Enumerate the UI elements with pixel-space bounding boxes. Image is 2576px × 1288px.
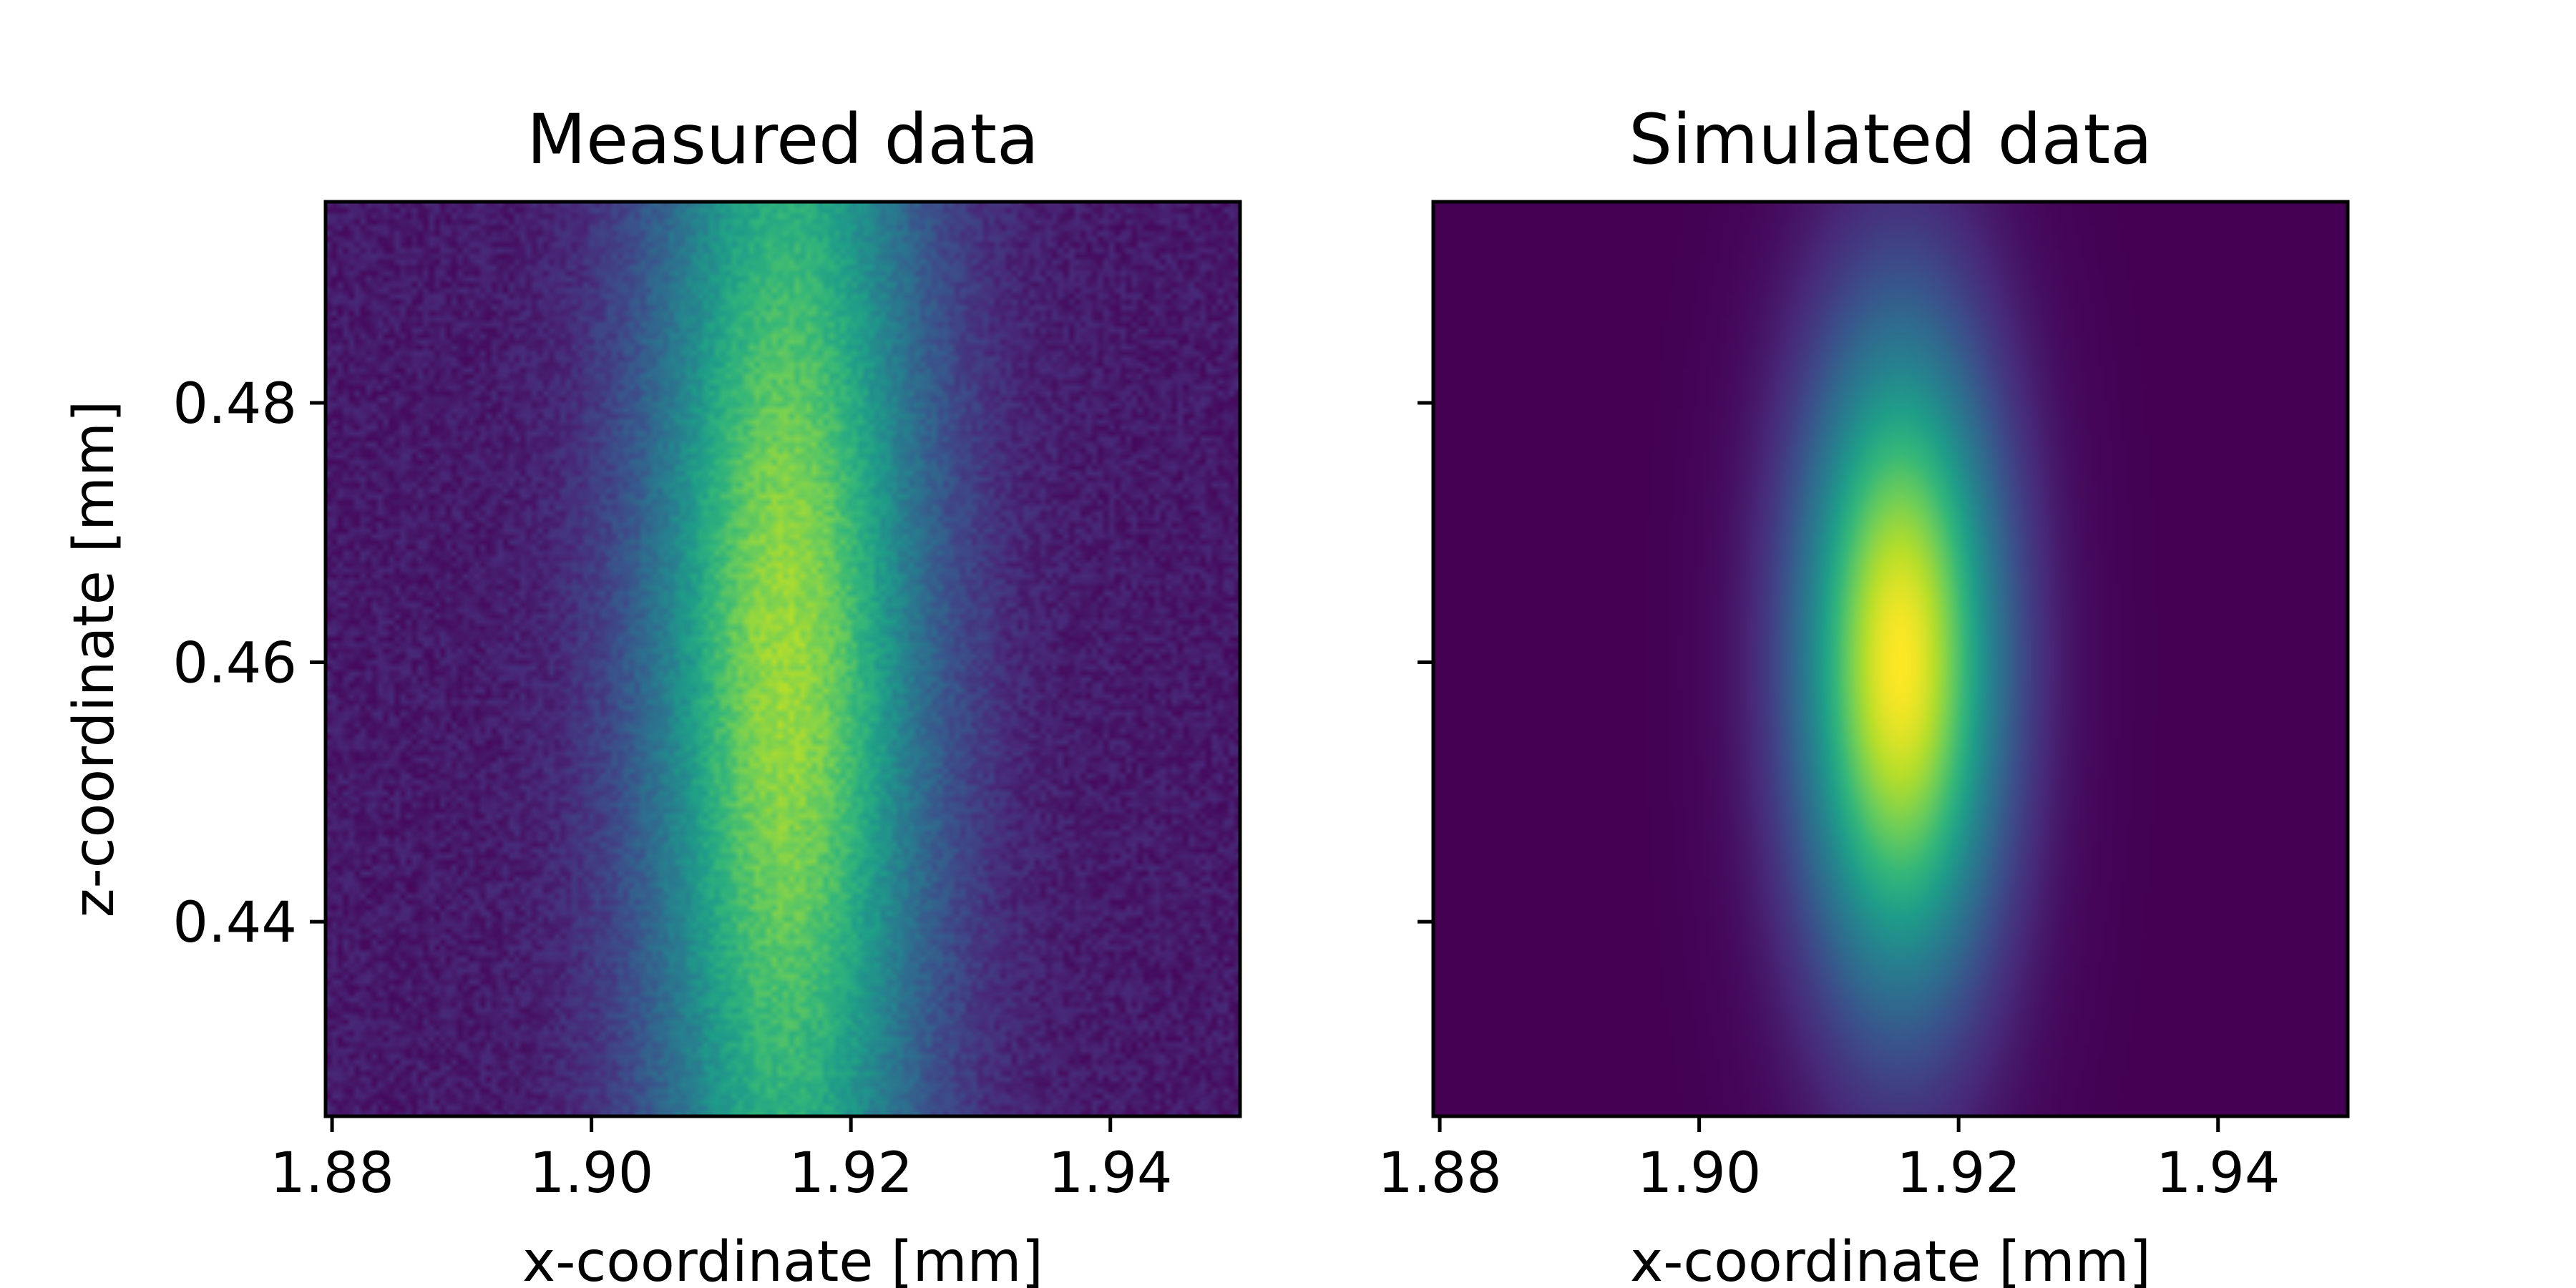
heatmap-image <box>326 202 1240 1116</box>
x-tick-label: 1.92 <box>789 1141 913 1206</box>
panel-title: Measured data <box>527 99 1039 180</box>
y-axis-label: z-coordinate [mm] <box>62 401 127 918</box>
x-tick-label: 1.94 <box>2156 1141 2280 1206</box>
heatmap-image <box>1433 202 2348 1116</box>
y-tick-label: 0.46 <box>172 632 297 696</box>
x-tick-label: 1.90 <box>1637 1141 1762 1206</box>
x-tick-label: 1.88 <box>270 1141 394 1206</box>
x-tick-label: 1.92 <box>1896 1141 2021 1206</box>
y-tick-label: 0.48 <box>172 372 297 436</box>
ticks: 1.88 1.90 1.92 1.94 0.44 0.46 0.48 <box>172 372 1172 1206</box>
x-axis-label: x-coordinate [mm] <box>1630 1230 2151 1288</box>
axes-frame <box>1431 200 2350 1118</box>
panel-measured: Measured data 1.88 1.90 1.92 1.94 0.44 0.46 0.… <box>62 99 1242 1288</box>
ticks: 1.88 1.90 1.92 1.94 <box>1377 401 2280 1206</box>
x-tick-label: 1.90 <box>530 1141 654 1206</box>
heatmap-area <box>1433 202 2348 1116</box>
axes-frame <box>323 200 1242 1118</box>
x-axis-label: x-coordinate [mm] <box>522 1230 1043 1288</box>
panel-simulated: Simulated data 1.88 1.90 1.92 1.94 x-coordi… <box>1377 99 2350 1288</box>
x-tick-label: 1.94 <box>1048 1141 1173 1206</box>
heatmap-area <box>326 202 1240 1116</box>
x-tick-label: 1.88 <box>1377 1141 1502 1206</box>
panel-title: Simulated data <box>1629 99 2152 180</box>
y-tick-label: 0.44 <box>172 891 297 955</box>
